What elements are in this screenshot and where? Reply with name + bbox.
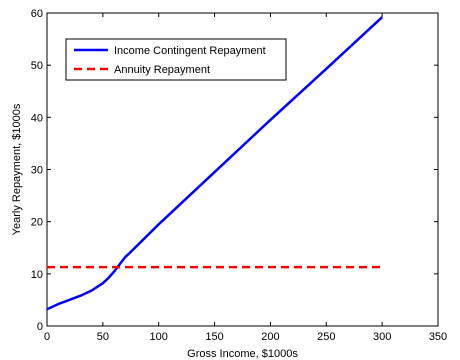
axis-ticks: 0 50 100 150 200 250 300 350 0 10 20 30 40 50 60 <box>31 8 447 343</box>
y-tick-label: 50 <box>31 60 43 72</box>
y-axis-label: Yearly Repayment, $1000s <box>11 103 23 235</box>
x-tick-label: 100 <box>150 331 168 343</box>
legend-box <box>65 38 287 81</box>
y-tick-label: 10 <box>31 269 43 281</box>
x-tick-label: 150 <box>205 331 223 343</box>
x-tick-label: 200 <box>261 331 279 343</box>
y-tick-label: 60 <box>31 8 43 20</box>
legend-label-annuity: Annuity Repayment <box>114 64 210 76</box>
x-tick-label: 0 <box>44 331 50 343</box>
y-tick-label: 30 <box>31 165 43 177</box>
x-tick-label: 50 <box>97 331 109 343</box>
legend-label-income-contingent: Income Contingent Repayment <box>114 45 266 57</box>
x-axis-label: Gross Income, $1000s <box>187 348 298 360</box>
x-tick-label: 300 <box>373 331 391 343</box>
x-tick-label: 350 <box>429 331 447 343</box>
legend: Income Contingent Repayment Annuity Repa… <box>65 38 287 81</box>
y-tick-label: 20 <box>31 217 43 229</box>
x-tick-label: 250 <box>317 331 335 343</box>
y-tick-label: 40 <box>31 112 43 124</box>
series-layer <box>46 16 383 311</box>
y-tick-label: 0 <box>37 321 43 333</box>
